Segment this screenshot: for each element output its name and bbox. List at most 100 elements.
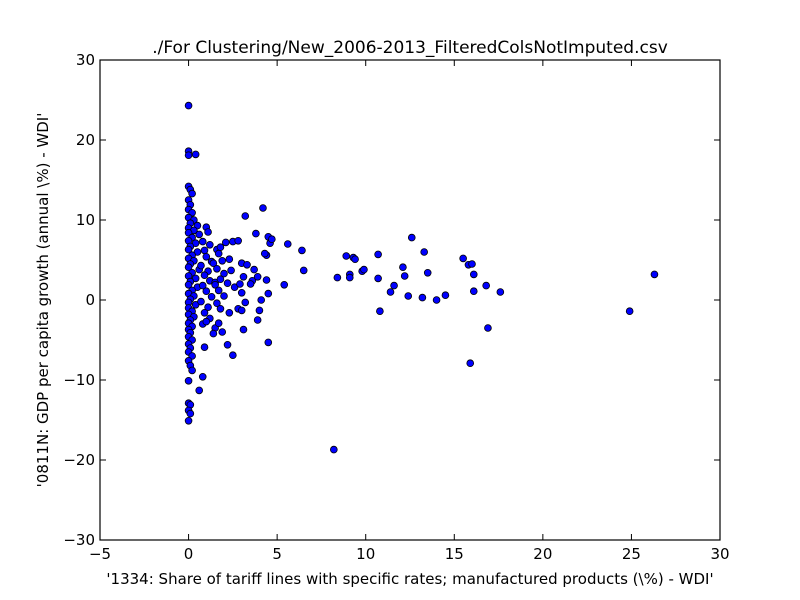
- data-point: [223, 340, 232, 349]
- data-point: [283, 240, 292, 248]
- y-tick-label: 10: [76, 211, 95, 229]
- data-point: [469, 287, 478, 296]
- data-point: [351, 255, 359, 264]
- y-tick-label: −20: [63, 451, 95, 469]
- data-point: [213, 299, 221, 308]
- x-tick-label: 5: [272, 545, 282, 563]
- data-point: [333, 273, 342, 282]
- data-point: [386, 288, 395, 296]
- data-point: [234, 237, 242, 245]
- data-point: [220, 269, 228, 278]
- axis-ticks: −5 0 5 10 15 20 25 30 −30 −20 −10 0 10 20 30: [63, 51, 729, 563]
- data-point: [268, 235, 276, 244]
- data-point: [257, 296, 266, 304]
- data-point: [188, 366, 196, 375]
- data-point: [280, 280, 289, 289]
- data-point: [218, 328, 227, 336]
- data-point: [184, 280, 193, 289]
- data-point: [650, 270, 659, 279]
- data-point: [496, 288, 505, 296]
- data-point: [374, 274, 382, 283]
- data-point: [213, 264, 221, 273]
- data-point: [200, 246, 209, 255]
- data-point: [390, 281, 398, 290]
- y-tick-label: 20: [76, 131, 95, 149]
- data-point: [186, 409, 195, 418]
- x-tick-label: 20: [533, 545, 552, 563]
- data-point: [259, 204, 267, 212]
- data-point: [214, 249, 223, 258]
- data-point: [407, 233, 416, 242]
- data-point: [198, 372, 207, 381]
- data-point: [209, 259, 218, 268]
- data-point: [214, 286, 223, 295]
- data-point: [241, 212, 250, 220]
- data-point: [216, 304, 225, 313]
- data-point: [441, 291, 450, 300]
- data-point: [204, 303, 212, 312]
- data-point: [200, 343, 209, 352]
- data-point: [184, 263, 193, 272]
- data-point: [400, 272, 409, 280]
- data-point: [200, 271, 209, 280]
- data-point: [342, 252, 351, 260]
- data-points: [184, 101, 659, 454]
- data-point: [197, 261, 205, 270]
- data-point: [255, 306, 264, 315]
- data-point: [195, 386, 204, 395]
- data-point: [197, 297, 205, 306]
- data-point: [202, 252, 211, 261]
- y-axis-label: '0811N: GDP per capita growth (annual \%…: [34, 113, 52, 488]
- data-point: [220, 292, 228, 300]
- data-point: [482, 281, 490, 290]
- x-axis-label: '1334: Share of tariff lines with specif…: [106, 570, 713, 588]
- data-point: [432, 296, 441, 304]
- data-point: [207, 292, 216, 301]
- data-point: [236, 280, 244, 288]
- data-point: [216, 243, 225, 252]
- data-point: [184, 416, 193, 425]
- data-point: [237, 306, 246, 315]
- y-tick-label: 0: [85, 291, 95, 309]
- chart-title: ./For Clustering/New_2006-2013_FilteredC…: [152, 38, 668, 58]
- data-point: [198, 281, 207, 290]
- data-point: [223, 279, 232, 288]
- data-point: [211, 280, 219, 289]
- data-point: [241, 298, 250, 307]
- data-point: [209, 329, 218, 338]
- data-point: [459, 254, 467, 263]
- data-point: [195, 230, 204, 239]
- x-tick-label: 25: [622, 545, 641, 563]
- data-point: [214, 319, 223, 328]
- data-point: [239, 272, 248, 281]
- data-point: [200, 308, 209, 317]
- data-point: [216, 275, 225, 284]
- data-point: [264, 338, 273, 347]
- data-point: [360, 265, 368, 274]
- data-point: [345, 273, 354, 282]
- data-point: [330, 445, 338, 454]
- data-point: [188, 189, 196, 198]
- data-point: [227, 266, 235, 275]
- data-point: [218, 256, 227, 265]
- y-tick-label: 30: [76, 51, 95, 69]
- data-point: [466, 359, 475, 368]
- data-point: [299, 266, 308, 275]
- data-point: [376, 307, 384, 316]
- data-point: [206, 241, 214, 249]
- data-point: [253, 316, 262, 324]
- data-point: [184, 151, 193, 160]
- data-point: [202, 287, 211, 296]
- data-point: [423, 268, 432, 277]
- data-point: [225, 255, 234, 264]
- data-point: [198, 237, 207, 246]
- data-point: [243, 260, 251, 269]
- data-point: [469, 270, 478, 279]
- data-point: [264, 289, 273, 298]
- data-point: [298, 246, 306, 255]
- data-point: [250, 265, 258, 274]
- x-tick-label: 10: [356, 545, 375, 563]
- x-tick-label: 15: [445, 545, 464, 563]
- x-tick-label: 0: [184, 545, 194, 563]
